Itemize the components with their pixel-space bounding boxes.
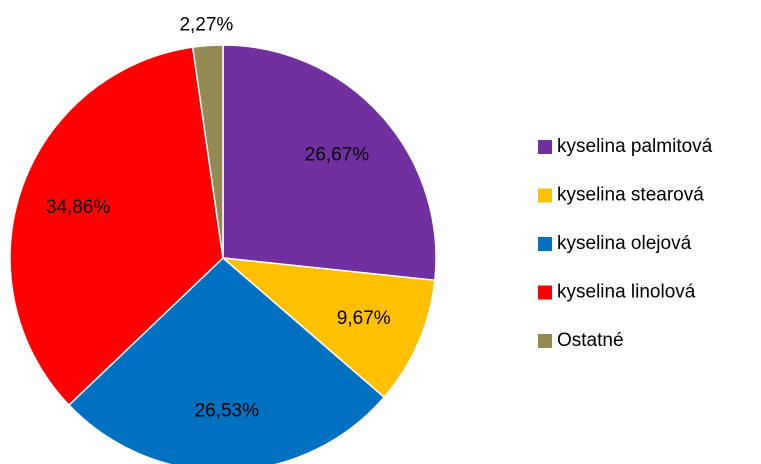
legend-label: kyselina linolová <box>557 282 696 303</box>
pie-slice <box>9 46 224 407</box>
data-label: 26,67% <box>305 144 370 165</box>
legend-swatch <box>538 285 552 300</box>
legend-label: kyselina olejová <box>557 233 692 254</box>
legend-swatch <box>538 334 552 348</box>
pie-slice <box>67 256 386 464</box>
legend-label: Ostatné <box>557 330 624 351</box>
legend-swatch <box>538 237 552 251</box>
data-label: 2,27% <box>179 15 233 36</box>
legend-label: kyselina stearová <box>557 185 704 206</box>
legend-swatch <box>538 140 552 154</box>
pie-slice <box>220 257 436 399</box>
data-label: 34,86% <box>46 197 111 218</box>
legend-swatch <box>538 188 552 203</box>
legend-label: kyselina palmitová <box>557 136 713 157</box>
data-label: 9,67% <box>337 308 391 329</box>
pie-slice <box>222 44 437 282</box>
data-label: 26,53% <box>195 400 260 421</box>
pie-slice <box>191 44 224 259</box>
